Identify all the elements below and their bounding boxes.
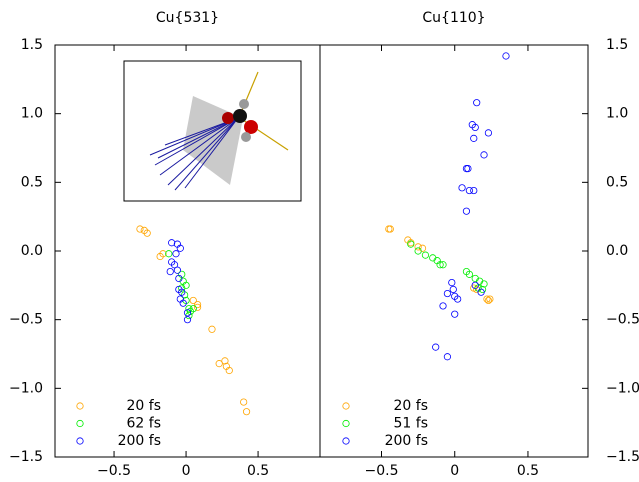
legend-label: 200 fs — [385, 433, 428, 449]
y-tick-label: −0.5 — [9, 312, 43, 328]
scatter-point — [173, 266, 182, 274]
scatter-point — [242, 408, 251, 416]
scatter-point — [165, 250, 173, 258]
scatter-point — [436, 261, 444, 269]
scatter-point — [483, 295, 491, 303]
scatter-point — [477, 288, 485, 296]
y-tick-label: −1.5 — [9, 449, 43, 465]
scatter-point — [176, 244, 184, 252]
chart-title: Cu{531} — [156, 10, 219, 26]
chart-title: Cu{110} — [422, 10, 485, 26]
scatter-point — [221, 357, 229, 365]
y-tick-label: −1.0 — [606, 380, 639, 396]
legend-label: 20 fs — [394, 398, 429, 414]
legend-label: 62 fs — [127, 416, 162, 432]
scatter-point — [172, 250, 180, 258]
scatter-point — [432, 343, 440, 351]
legend-marker — [76, 419, 84, 428]
scatter-point — [449, 285, 457, 294]
y-tick-label: −0.5 — [606, 312, 639, 328]
legend-marker — [76, 402, 84, 410]
scatter-point — [386, 225, 394, 233]
scatter-point — [486, 295, 494, 303]
scatter-point — [183, 309, 192, 317]
scatter-point — [225, 366, 233, 375]
x-tick-label: 0.5 — [517, 463, 539, 479]
scatter-point — [170, 261, 179, 269]
scatter-point — [484, 296, 493, 305]
scatter-point — [462, 165, 471, 173]
scatter-point — [182, 281, 190, 289]
scatter-point — [470, 186, 478, 195]
scatter-point — [168, 239, 176, 247]
scatter-point — [439, 302, 447, 310]
legend-marker — [342, 419, 350, 428]
x-tick-label: 0 — [450, 463, 459, 479]
x-tick-label: −0.5 — [97, 463, 131, 479]
scatter-point — [189, 296, 197, 305]
y-tick-label: −1.0 — [9, 380, 43, 396]
scatter-point — [470, 134, 478, 142]
scatter-point — [443, 353, 452, 361]
scatter-point — [166, 267, 174, 276]
scatter-point — [421, 251, 430, 259]
x-tick-label: 0.5 — [247, 463, 269, 479]
scatter-point — [159, 250, 167, 258]
scatter-point — [385, 225, 393, 233]
y-tick-label: 1.0 — [606, 106, 628, 122]
scatter-point — [215, 360, 223, 368]
scatter-point — [183, 316, 192, 324]
scatter-point — [448, 278, 456, 287]
y-tick-label: 0.0 — [606, 243, 628, 259]
scatter-point — [465, 270, 473, 278]
scatter-point — [454, 295, 462, 303]
scatter-point — [193, 300, 202, 309]
legend-marker — [342, 437, 350, 445]
scatter-point — [464, 165, 472, 173]
scatter-point — [407, 240, 415, 248]
scatter-point — [208, 325, 216, 333]
scatter-point — [179, 299, 187, 307]
scatter-point — [189, 305, 197, 313]
scatter-point — [462, 207, 471, 215]
scatter-point — [471, 123, 479, 132]
scatter-point — [136, 225, 144, 233]
y-tick-label: 0.5 — [606, 174, 628, 190]
legend-label: 20 fs — [127, 398, 162, 414]
scatter-point — [240, 398, 248, 406]
legend-marker — [76, 437, 84, 445]
x-tick-label: 0 — [182, 463, 191, 479]
scatter-point — [471, 281, 479, 289]
scatter-point — [143, 229, 151, 237]
y-tick-label: 0.5 — [21, 174, 43, 190]
legend-label: 200 fs — [118, 433, 161, 449]
inset-illustration — [123, 60, 302, 202]
scatter-point — [465, 186, 473, 195]
y-tick-label: 0.0 — [21, 243, 43, 259]
y-tick-label: −1.5 — [606, 449, 639, 465]
scatter-point — [451, 310, 459, 318]
scatter-point — [414, 243, 422, 251]
y-tick-label: 1.5 — [21, 37, 43, 53]
scatter-point — [439, 261, 447, 269]
scatter-point — [414, 247, 422, 255]
legend-marker — [342, 402, 350, 410]
scatter-point — [480, 280, 488, 288]
scatter-point — [484, 129, 493, 137]
y-tick-label: 1.5 — [606, 37, 628, 53]
scatter-point — [178, 288, 186, 296]
scatter-point — [175, 274, 183, 283]
legend-label: 51 fs — [394, 416, 429, 432]
y-tick-label: 1.0 — [21, 106, 43, 122]
scatter-point — [502, 52, 510, 60]
scatter-point — [473, 99, 481, 107]
plot-frame — [319, 44, 589, 458]
scatter-point — [193, 303, 202, 311]
scatter-point — [480, 151, 488, 159]
x-tick-label: −0.5 — [365, 463, 399, 479]
scatter-point — [443, 289, 452, 298]
scatter-point — [458, 184, 466, 192]
